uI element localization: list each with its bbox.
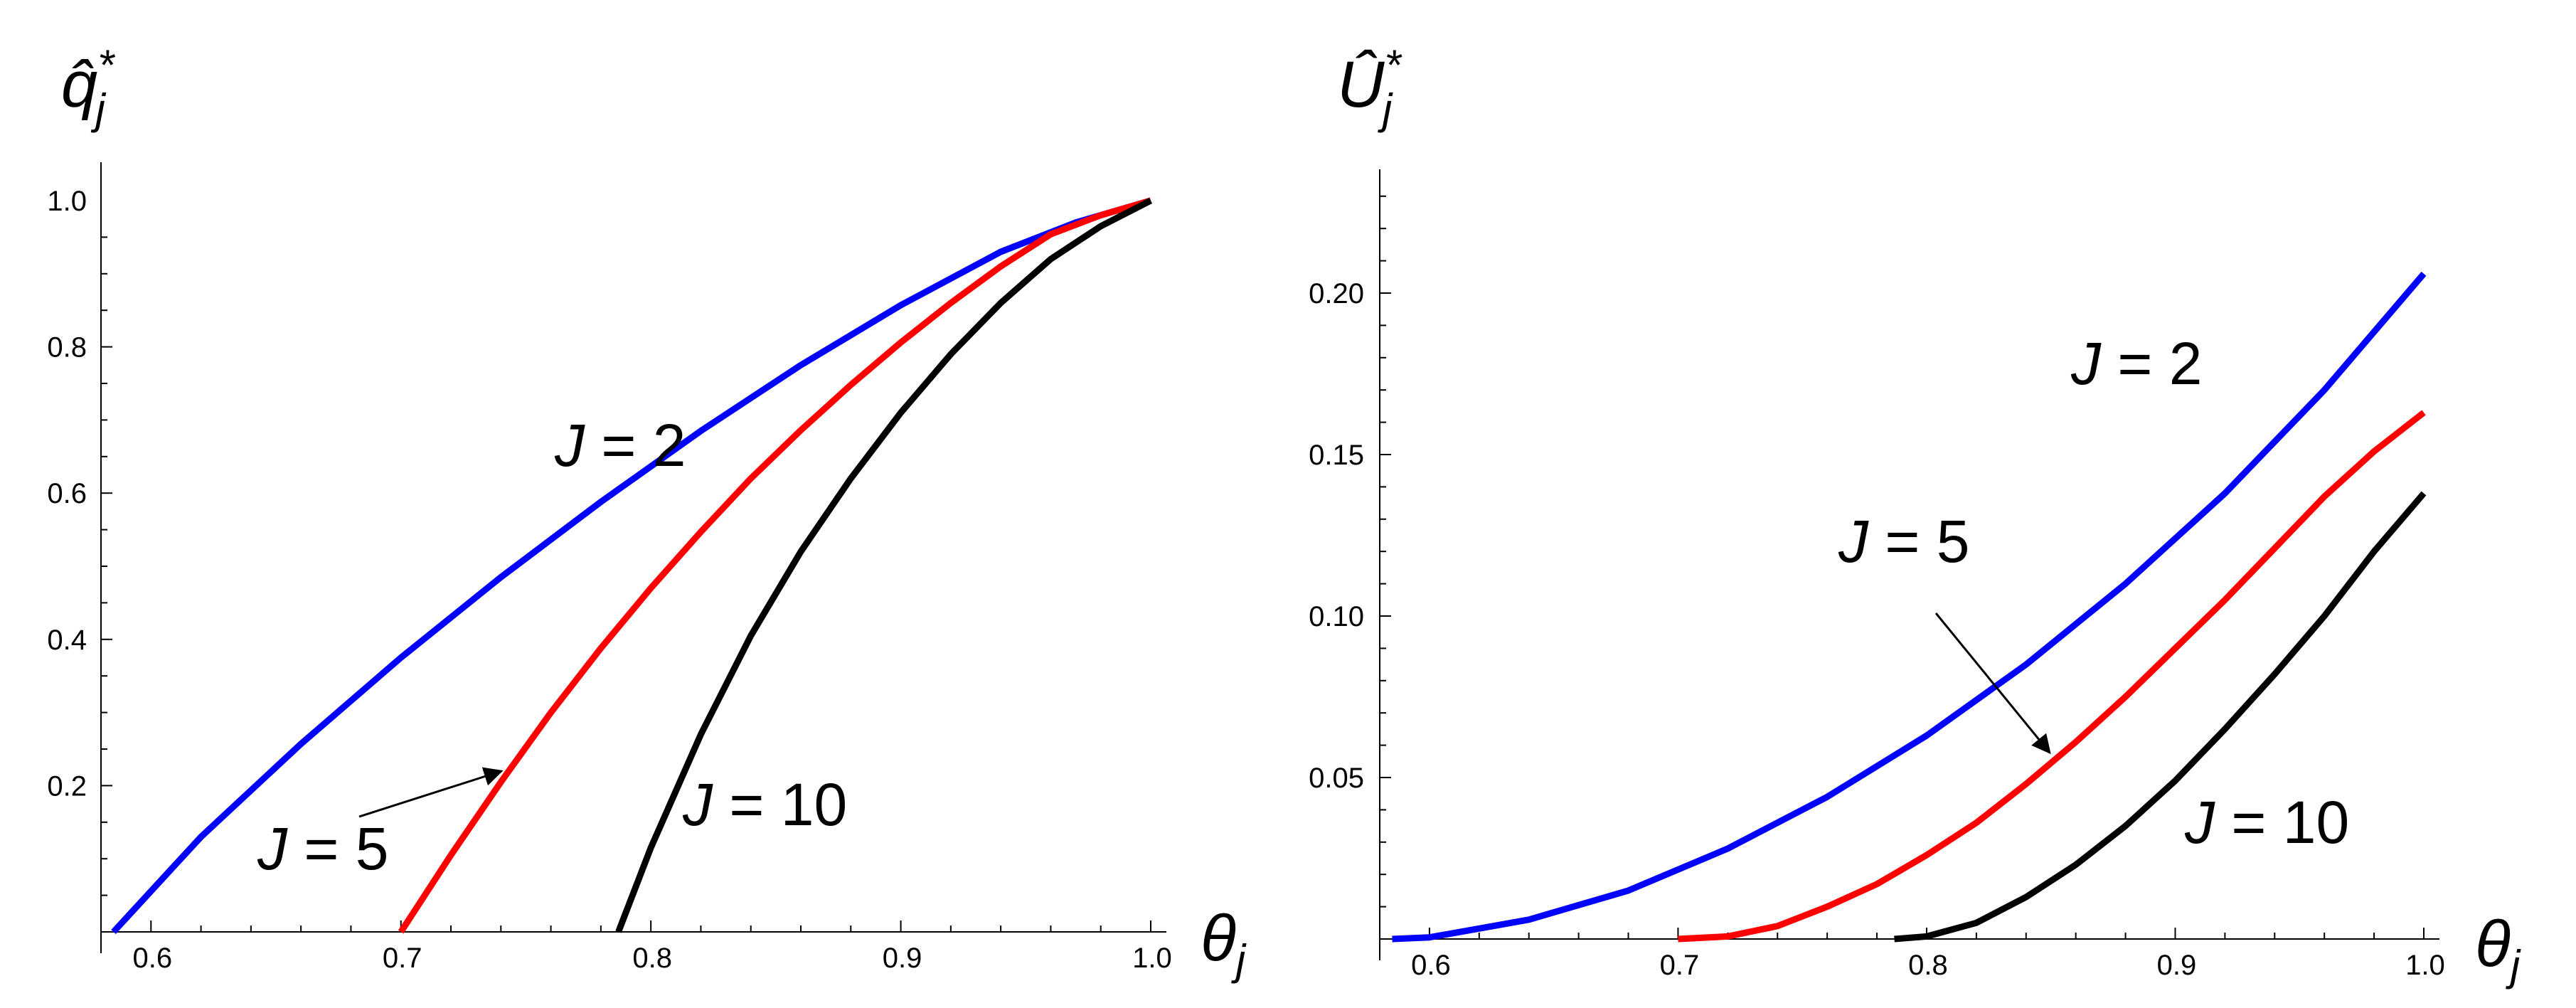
- left-y-tick-label: 0.8: [47, 332, 87, 364]
- left-y-axis-title: q̂* j: [61, 41, 115, 133]
- chart-right: 0.6 0.7 0.8 0.9 1.0 0.05 0.10 0.15 0.20 J = 2 J = …: [1309, 41, 2521, 990]
- right-series-line-0: [1392, 271, 2427, 943]
- left-series-label-2: J = 10: [682, 771, 847, 838]
- left-y-tick-label: 1.0: [47, 186, 87, 217]
- right-series-line-1: [1678, 410, 2426, 943]
- left-j5-arrow: [358, 767, 504, 818]
- right-y-tick-label: 0.10: [1309, 601, 1364, 632]
- left-series-label-1: J = 5: [257, 815, 388, 882]
- right-y-axis-title: Û* j: [1337, 41, 1402, 133]
- left-series-line-2: [615, 197, 1153, 933]
- left-series-line-0: [111, 197, 1152, 935]
- right-x-axis-title: θj: [2475, 908, 2521, 990]
- right-y-tick-label: 0.15: [1309, 440, 1364, 471]
- right-x-tick-label: 1.0: [2405, 950, 2445, 981]
- left-x-tick-label: 0.8: [632, 943, 672, 974]
- right-series-label-0: J = 2: [2070, 330, 2202, 397]
- chart-left: 0.6 0.7 0.8 0.9 1.0 0.2 0.4 0.6 0.8 1.0 J = 2 J = 5…: [47, 41, 1247, 984]
- left-series-label-0: J = 2: [554, 412, 686, 479]
- right-y-tick-label: 0.20: [1309, 278, 1364, 309]
- right-x-tick-label: 0.8: [1908, 950, 1948, 981]
- left-x-tick-label: 0.6: [132, 943, 172, 974]
- right-series-label-2: J = 10: [2184, 789, 2349, 856]
- left-x-tick-label: 0.9: [883, 943, 922, 974]
- right-y-tick-label: 0.05: [1309, 763, 1364, 794]
- left-y-tick-label: 0.4: [47, 625, 87, 656]
- right-series-label-1: J = 5: [1838, 508, 1969, 575]
- left-x-axis-title: θj: [1201, 902, 1247, 984]
- left-series-line-1: [398, 197, 1152, 934]
- right-x-tick-label: 0.7: [1660, 950, 1700, 981]
- right-x-tick-label: 0.9: [2157, 950, 2197, 981]
- left-y-tick-label: 0.6: [47, 478, 87, 509]
- right-x-tick-label: 0.6: [1411, 950, 1451, 981]
- right-j5-arrow: [1934, 612, 2051, 755]
- left-y-tick-label: 0.2: [47, 770, 87, 802]
- left-x-tick-label: 1.0: [1132, 943, 1172, 974]
- left-x-tick-label: 0.7: [383, 943, 422, 974]
- right-series-line-2: [1894, 491, 2427, 943]
